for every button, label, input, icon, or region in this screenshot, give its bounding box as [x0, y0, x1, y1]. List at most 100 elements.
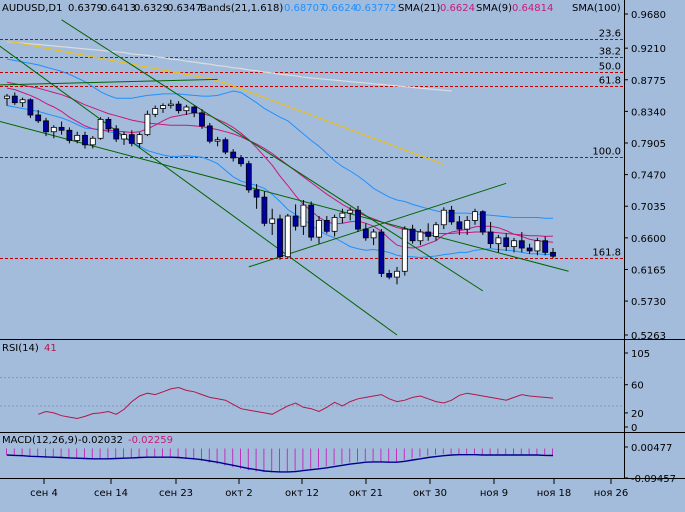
price-tick-label: 0.8775 — [631, 76, 666, 87]
candle — [409, 224, 416, 244]
candle — [97, 117, 104, 140]
candle — [35, 109, 42, 124]
candle-body — [222, 139, 229, 153]
trend-line — [248, 182, 507, 268]
price-panel: 23.6 38.2 50.0 61.8 100.0 161.8 AUDUSD,D1 0.6… — [0, 3, 624, 336]
candle — [160, 103, 166, 113]
candle — [183, 104, 190, 116]
candle — [448, 205, 455, 225]
candle-body — [230, 151, 237, 159]
candle-body — [394, 270, 400, 278]
candle-body — [89, 137, 96, 146]
trend-lines — [0, 19, 569, 336]
candle-body — [284, 215, 291, 258]
candle — [89, 136, 96, 149]
candle-body — [206, 125, 213, 142]
right-axis: 0.9680 0.9210 0.8775 0.8340 0.7905 0.7470 0.70… — [624, 0, 676, 485]
open-value: 0.6379 — [68, 3, 103, 14]
candle — [284, 213, 291, 259]
candle — [214, 136, 221, 147]
bands-upper-value: 0.68707 — [284, 3, 325, 14]
candle-body — [253, 189, 260, 198]
candle — [144, 110, 151, 137]
candle — [199, 109, 205, 129]
price-header: AUDUSD,D1 0.6379 0.6413 0.6329 0.6347 Ba… — [2, 3, 621, 14]
sma9-value: 0.64814 — [512, 3, 553, 14]
bands-middle-value: 0.6624 — [322, 3, 357, 14]
candle — [121, 131, 127, 145]
candle — [308, 201, 315, 241]
candle — [222, 137, 229, 155]
sma21-value: 0.6624 — [440, 3, 475, 14]
candle — [167, 99, 174, 109]
candle — [245, 160, 252, 193]
candle-body — [269, 218, 276, 224]
candle — [74, 131, 81, 144]
price-tick-label: 0.9680 — [631, 10, 666, 21]
candle — [300, 200, 307, 235]
candle-body — [152, 108, 159, 115]
fib-level-label: 23.6 — [599, 29, 621, 40]
candle-body — [456, 221, 463, 230]
high-value: 0.6413 — [101, 3, 136, 14]
candle-body — [417, 231, 424, 242]
fib-level-label: 100.0 — [592, 147, 621, 158]
candle-body — [355, 209, 361, 230]
macd-label: MACD(12,26,9) — [2, 435, 78, 446]
candle-body — [113, 128, 120, 140]
time-tick-label: ноя 18 — [537, 488, 572, 499]
candle — [113, 125, 120, 142]
candle-body — [323, 219, 330, 232]
sma200-line — [6, 40, 445, 165]
candle — [526, 243, 533, 254]
candle — [191, 105, 198, 118]
trend-line — [0, 78, 218, 86]
candle-body — [370, 231, 377, 239]
candle-body — [74, 134, 81, 141]
candle-body — [19, 99, 26, 104]
candle — [19, 97, 26, 108]
rsi-tick-label: 20 — [631, 409, 644, 420]
macd-panel: MACD(12,26,9) -0.02032 -0.02259 — [0, 432, 685, 479]
candle-body — [542, 240, 549, 253]
rsi-line — [38, 386, 554, 420]
candle — [550, 248, 556, 259]
rsi-panel: RSI(14) 41 — [0, 339, 685, 420]
candle — [362, 223, 369, 241]
time-tick-label: окт 12 — [285, 488, 319, 499]
candle — [128, 130, 135, 147]
price-tick-label: 0.5263 — [631, 331, 666, 342]
candle — [394, 266, 400, 285]
candle — [495, 234, 502, 253]
candle-body — [136, 134, 143, 144]
candle-body — [238, 157, 244, 165]
candle-body — [160, 105, 166, 109]
bollinger-upper-line — [6, 58, 553, 219]
price-axis-ticks: 0.9680 0.9210 0.8775 0.8340 0.7905 0.7470 0.70… — [624, 10, 666, 342]
candle — [331, 214, 338, 237]
candle — [440, 207, 447, 230]
candle — [534, 237, 541, 256]
candle-body — [433, 224, 439, 237]
candle-body — [495, 237, 502, 245]
candle — [339, 208, 346, 224]
candle-body — [526, 247, 533, 252]
time-tick-label: ноя 26 — [594, 488, 629, 499]
candle-body — [245, 163, 252, 191]
candle-body — [316, 219, 322, 238]
candle-body — [401, 228, 408, 272]
candle — [175, 101, 182, 114]
candle-body — [339, 212, 346, 218]
fibonacci-labels: 23.6 38.2 50.0 61.8 100.0 161.8 — [592, 29, 621, 259]
candle — [105, 117, 112, 133]
candle — [370, 229, 377, 246]
candle-body — [534, 240, 541, 252]
sma21-label: SMA(21) — [398, 3, 440, 14]
price-tick-label: 0.6165 — [631, 265, 666, 276]
candle-body — [503, 237, 510, 247]
price-tick-label: 0.5730 — [631, 297, 666, 308]
candle — [479, 210, 486, 235]
sma100-label: SMA(100) — [572, 3, 621, 14]
candle-body — [347, 209, 354, 214]
price-tick-label: 0.7470 — [631, 171, 666, 182]
